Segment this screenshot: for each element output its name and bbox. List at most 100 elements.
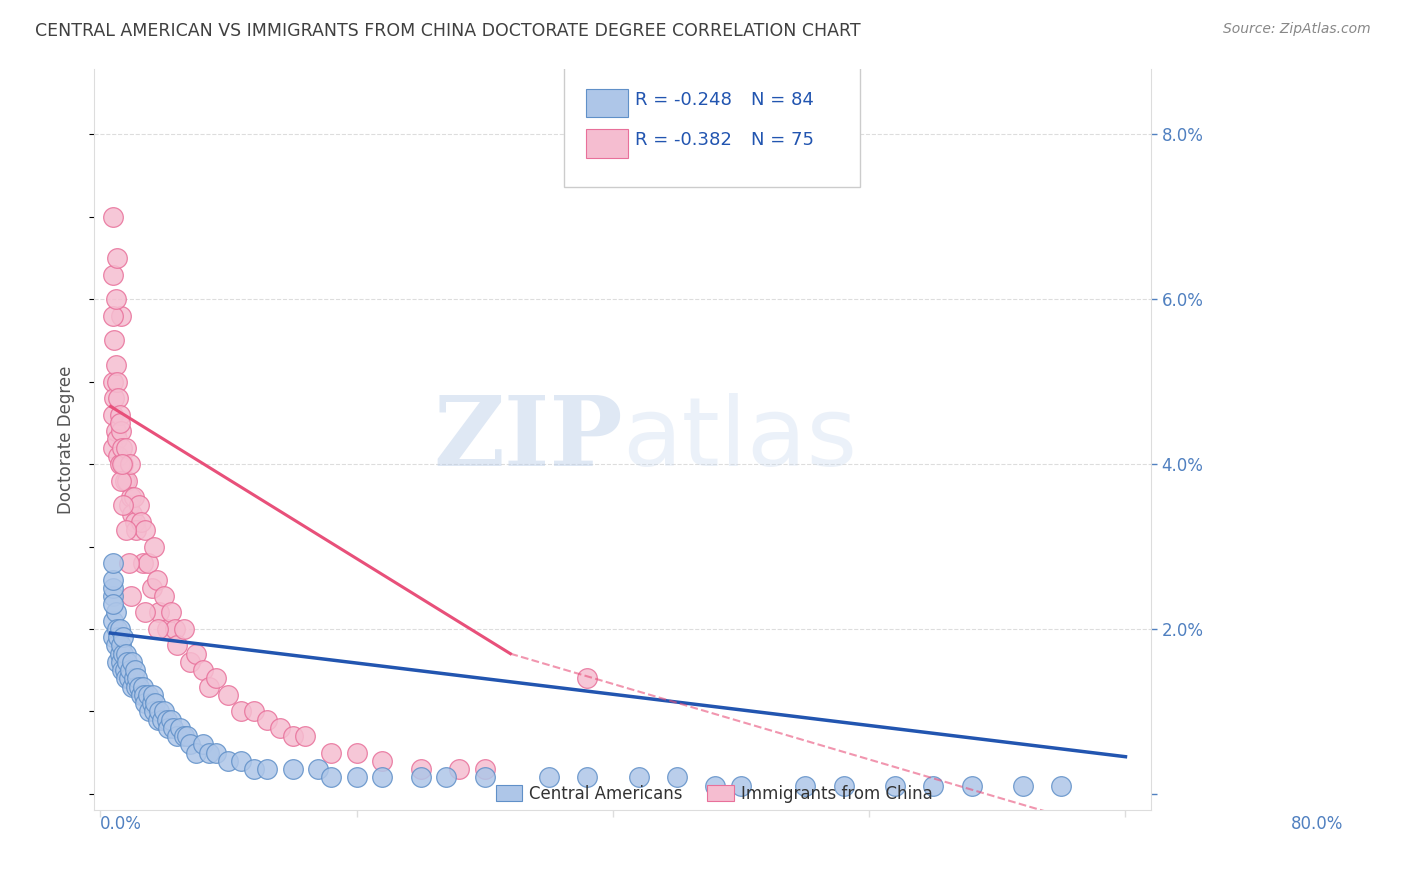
Point	[294, 729, 316, 743]
Point	[128, 499, 150, 513]
Point	[256, 762, 278, 776]
Point	[105, 375, 128, 389]
Text: R = -0.248: R = -0.248	[636, 91, 733, 109]
Point	[115, 523, 138, 537]
Point	[110, 474, 132, 488]
Point	[148, 705, 170, 719]
Point	[104, 639, 127, 653]
Point	[704, 779, 727, 793]
Point	[125, 523, 148, 537]
Point	[134, 523, 156, 537]
Point	[269, 721, 291, 735]
Point	[108, 457, 131, 471]
Point	[124, 663, 146, 677]
Point	[231, 754, 253, 768]
Point	[146, 622, 169, 636]
Point	[108, 647, 131, 661]
Point	[125, 680, 148, 694]
Point	[156, 622, 179, 636]
Point	[112, 457, 135, 471]
Point	[162, 721, 184, 735]
Point	[101, 408, 124, 422]
Text: atlas: atlas	[623, 392, 858, 486]
Point	[136, 556, 159, 570]
Point	[143, 540, 166, 554]
Point	[191, 663, 214, 677]
Point	[576, 770, 599, 784]
Point	[169, 721, 191, 735]
Point	[281, 762, 304, 776]
Point	[101, 556, 124, 570]
Point	[409, 762, 432, 776]
Point	[153, 589, 176, 603]
Point	[101, 614, 124, 628]
Text: R = -0.382: R = -0.382	[636, 131, 733, 150]
FancyBboxPatch shape	[585, 129, 628, 158]
Point	[832, 779, 855, 793]
Point	[103, 334, 125, 348]
Point	[142, 688, 165, 702]
Point	[121, 507, 143, 521]
Point	[730, 779, 752, 793]
Point	[474, 762, 496, 776]
Point	[371, 754, 394, 768]
Point	[117, 499, 139, 513]
Point	[146, 713, 169, 727]
Point	[243, 762, 266, 776]
Point	[114, 474, 136, 488]
Point	[134, 696, 156, 710]
Point	[371, 770, 394, 784]
Point	[922, 779, 945, 793]
Point	[131, 680, 153, 694]
Point	[104, 424, 127, 438]
Point	[122, 490, 145, 504]
Text: ZIP: ZIP	[433, 392, 623, 486]
Point	[117, 474, 139, 488]
Point	[204, 672, 226, 686]
FancyBboxPatch shape	[585, 88, 628, 117]
FancyBboxPatch shape	[564, 65, 860, 187]
Point	[218, 688, 240, 702]
Point	[101, 268, 124, 282]
Point	[665, 770, 688, 784]
FancyBboxPatch shape	[496, 785, 522, 801]
Point	[138, 705, 160, 719]
Point	[307, 762, 329, 776]
Point	[157, 721, 180, 735]
Text: Central Americans: Central Americans	[530, 785, 683, 803]
Point	[122, 672, 145, 686]
Point	[120, 490, 142, 504]
Point	[191, 737, 214, 751]
Point	[474, 770, 496, 784]
Point	[120, 589, 142, 603]
Point	[111, 457, 134, 471]
Text: Immigrants from China: Immigrants from China	[741, 785, 932, 803]
Point	[136, 688, 159, 702]
Text: Source: ZipAtlas.com: Source: ZipAtlas.com	[1223, 22, 1371, 37]
Point	[960, 779, 983, 793]
Point	[124, 515, 146, 529]
Point	[117, 672, 139, 686]
Point	[163, 622, 186, 636]
FancyBboxPatch shape	[707, 785, 734, 801]
Point	[107, 630, 129, 644]
Point	[131, 515, 153, 529]
Point	[105, 433, 128, 447]
Point	[179, 737, 201, 751]
Point	[537, 770, 560, 784]
Point	[121, 680, 143, 694]
Point	[107, 449, 129, 463]
Point	[101, 581, 124, 595]
Point	[112, 499, 135, 513]
Point	[131, 556, 153, 570]
Text: N = 84: N = 84	[751, 91, 814, 109]
Point	[145, 696, 167, 710]
Point	[115, 647, 138, 661]
Point	[117, 655, 139, 669]
Point	[101, 210, 124, 224]
Point	[114, 663, 136, 677]
Point	[319, 746, 342, 760]
Y-axis label: Doctorate Degree: Doctorate Degree	[58, 365, 75, 514]
Point	[141, 581, 163, 595]
Point	[104, 293, 127, 307]
